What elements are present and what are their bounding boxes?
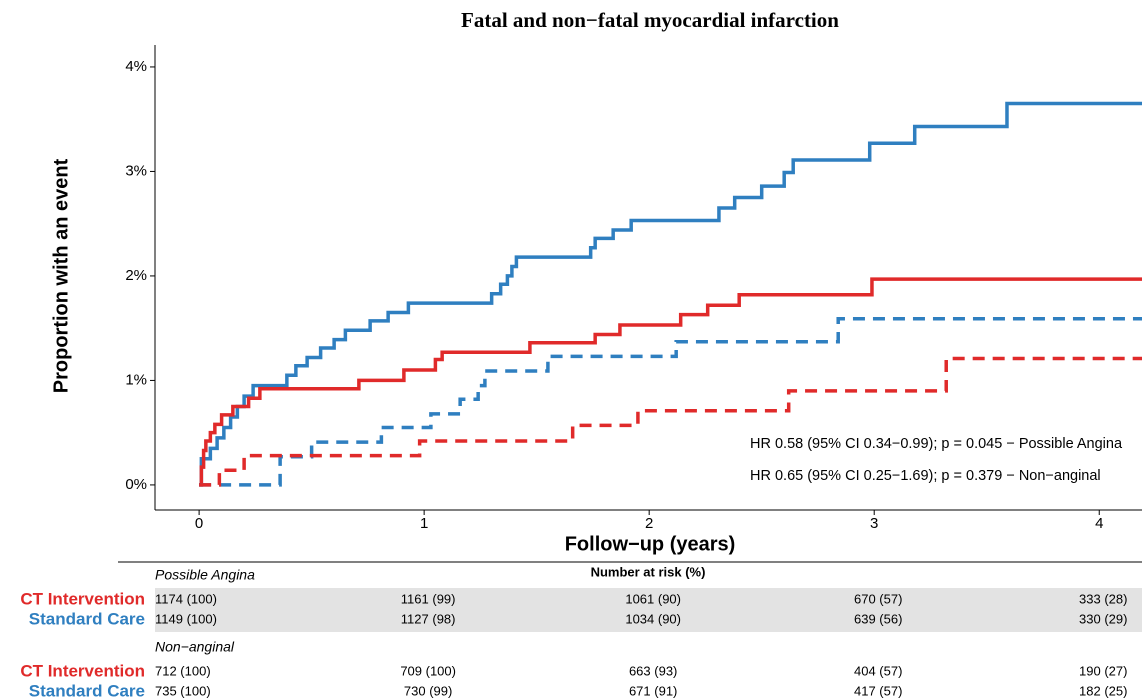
risk-count: 1149 (100)	[155, 611, 217, 626]
table-band	[155, 588, 1142, 632]
km-curve	[199, 101, 1142, 487]
risk-count: 333 (28)	[1079, 591, 1127, 606]
risk-count: 190 (27)	[1079, 663, 1127, 678]
risk-count: 417 (57)	[854, 683, 902, 698]
risk-count: 709 (100)	[400, 663, 456, 678]
y-tick-label: 3%	[125, 162, 147, 179]
risk-count: 663 (93)	[629, 663, 677, 678]
y-tick-label: 4%	[125, 58, 147, 75]
risk-count: 670 (57)	[854, 591, 902, 606]
y-axis-label: Proportion with an event	[50, 158, 72, 393]
risk-count: 330 (29)	[1079, 611, 1127, 626]
y-tick-label: 0%	[125, 476, 147, 493]
risk-count: 1034 (90)	[625, 611, 681, 626]
row-label: Standard Care	[29, 609, 145, 628]
row-label: CT Intervention	[20, 661, 145, 680]
x-axis-label: Follow−up (years)	[565, 533, 736, 555]
x-tick-label: 4	[1095, 515, 1103, 532]
annotation: HR 0.58 (95% CI 0.34−0.99); p = 0.045 − …	[750, 436, 1123, 452]
risk-count: 1174 (100)	[155, 591, 217, 606]
risk-count: 1127 (98)	[401, 611, 456, 626]
annotation: HR 0.65 (95% CI 0.25−1.69); p = 0.379 − …	[750, 468, 1101, 484]
km-curve	[199, 277, 1142, 487]
risk-count: 730 (99)	[404, 683, 452, 698]
x-tick-label: 3	[870, 515, 878, 532]
y-tick-label: 2%	[125, 267, 147, 284]
risk-count: 671 (91)	[629, 683, 677, 698]
risk-count: 1161 (99)	[401, 591, 456, 606]
risk-table-title: Number at risk (%)	[591, 564, 706, 579]
row-label: CT Intervention	[20, 589, 145, 608]
risk-count: 404 (57)	[854, 663, 902, 678]
risk-count: 639 (56)	[854, 611, 902, 626]
risk-count: 712 (100)	[155, 663, 211, 678]
x-tick-label: 2	[645, 515, 653, 532]
group-label: Non−anginal	[155, 639, 235, 655]
x-tick-label: 0	[195, 515, 203, 532]
y-tick-label: 1%	[125, 371, 147, 388]
risk-count: 735 (100)	[155, 683, 211, 698]
chart-title: Fatal and non−fatal myocardial infarctio…	[461, 8, 839, 32]
row-label: Standard Care	[29, 681, 145, 699]
km-curve	[199, 356, 1142, 487]
km-curve	[199, 317, 1142, 487]
x-tick-label: 1	[420, 515, 428, 532]
risk-count: 182 (25)	[1079, 683, 1127, 698]
group-label: Possible Angina	[155, 567, 255, 583]
risk-count: 1061 (90)	[625, 591, 681, 606]
